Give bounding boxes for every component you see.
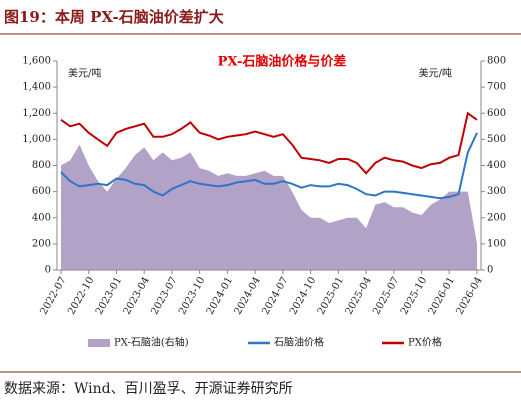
legend-swatch bbox=[88, 339, 110, 347]
x-tick-label: 2022-10 bbox=[66, 275, 96, 316]
y-tick-label: 0 bbox=[45, 265, 51, 276]
y2-axis-label: 美元/吨 bbox=[419, 67, 452, 80]
y-tick-label: 600 bbox=[32, 186, 51, 197]
x-tick-label: 2024-10 bbox=[288, 275, 318, 316]
chart-title: PX-石脑油价格与价差 bbox=[218, 54, 347, 70]
x-tick-label: 2023-01 bbox=[94, 275, 124, 316]
line bbox=[60, 111, 478, 175]
y2-tick-label: 700 bbox=[487, 82, 506, 93]
x-tick-label: 2026-04 bbox=[454, 275, 484, 316]
y-axis-label: 美元/吨 bbox=[68, 67, 101, 80]
y-tick-label: 1,400 bbox=[22, 82, 51, 93]
x-tick-label: 2025-01 bbox=[316, 275, 346, 316]
legend-label: PX-石脑油(右轴) bbox=[114, 336, 189, 349]
y2-tick-label: 200 bbox=[487, 212, 506, 223]
x-tick-label: 2024-01 bbox=[205, 275, 235, 316]
area bbox=[61, 144, 477, 270]
x-tick-label: 2023-04 bbox=[122, 275, 152, 316]
x-tick-label: 2024-04 bbox=[233, 275, 263, 316]
y-tick-label: 800 bbox=[32, 160, 51, 171]
x-tick-label: 2025-10 bbox=[399, 275, 429, 316]
y-tick-label: 400 bbox=[32, 212, 51, 223]
x-tick-label: 2023-10 bbox=[177, 275, 207, 316]
y-tick-label: 200 bbox=[32, 238, 51, 249]
legend-label: PX价格 bbox=[408, 336, 442, 349]
y2-tick-label: 400 bbox=[487, 160, 506, 171]
y2-tick-label: 100 bbox=[487, 238, 506, 249]
y2-tick-label: 800 bbox=[487, 56, 506, 67]
x-tick-label: 2024-07 bbox=[260, 275, 290, 316]
y-tick-label: 1,000 bbox=[22, 134, 51, 145]
y2-tick-label: 600 bbox=[487, 108, 506, 119]
x-tick-label: 2025-04 bbox=[344, 275, 374, 316]
line bbox=[60, 132, 478, 200]
y-tick-label: 1,600 bbox=[22, 56, 51, 67]
x-tick-label: 2026-01 bbox=[427, 275, 457, 316]
figure-title: 图19：本周 PX-石脑油价差扩大 bbox=[4, 8, 224, 26]
x-tick-label: 2025-07 bbox=[371, 275, 401, 316]
y-tick-label: 1,200 bbox=[22, 108, 51, 119]
legend-label: 石脑油价格 bbox=[274, 336, 324, 349]
y2-tick-label: 300 bbox=[487, 186, 506, 197]
y2-tick-label: 500 bbox=[487, 134, 506, 145]
source: 数据来源：Wind、百川盈孚、开源证券研究所 bbox=[4, 381, 293, 397]
x-tick-label: 2023-07 bbox=[149, 275, 179, 316]
x-tick-label: 2022-07 bbox=[38, 275, 68, 316]
y2-tick-label: 0 bbox=[487, 265, 493, 276]
